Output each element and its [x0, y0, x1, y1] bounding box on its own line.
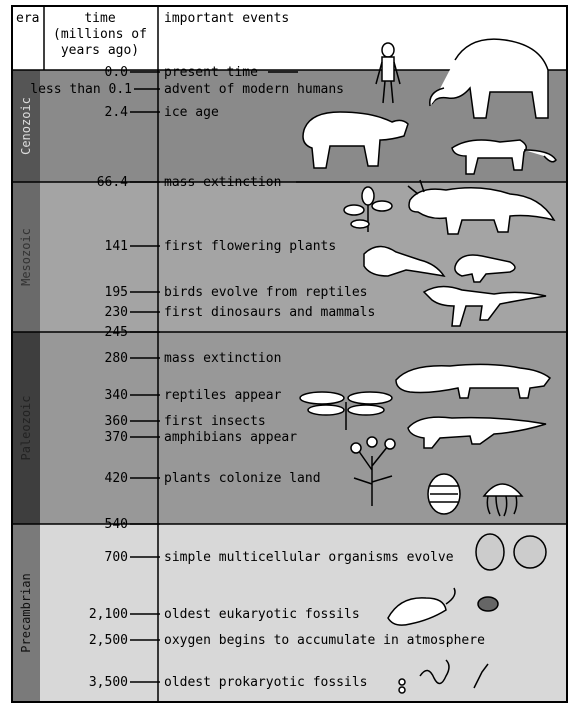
event-label: oldest prokaryotic fossils	[164, 675, 368, 690]
time-label: 700	[105, 550, 128, 565]
flowering-plant	[343, 186, 393, 232]
event-label: mass extinction	[164, 175, 281, 190]
event-label: oxygen begins to accumulate in atmospher…	[164, 633, 485, 648]
paleozoic-strip	[12, 332, 40, 524]
event-label: mass extinction	[164, 351, 281, 366]
time-label: 66.4	[97, 175, 128, 190]
time-label: 360	[105, 414, 128, 429]
event-label: first insects	[164, 414, 266, 429]
land-plant	[350, 436, 396, 506]
time-label: 2,500	[89, 633, 128, 648]
time-label: 280	[105, 351, 128, 366]
mammal-like-reptile	[395, 363, 552, 399]
event-label: first dinosaurs and mammals	[164, 305, 375, 320]
header-time-line-3: years ago)	[61, 43, 139, 58]
time-label: 195	[105, 285, 128, 300]
mammoth	[429, 38, 549, 119]
event-label: present time	[164, 65, 258, 80]
eukaryotic-cells	[387, 587, 499, 626]
cenozoic-strip	[12, 70, 40, 182]
header-era: era	[16, 11, 39, 26]
event-label: birds evolve from reptiles	[164, 285, 368, 300]
time-label: 370	[105, 430, 128, 445]
multicellular-spheres	[475, 533, 547, 571]
prokaryotic-cells	[398, 659, 489, 694]
event-label: plants colonize land	[164, 471, 321, 486]
human-figure	[375, 42, 401, 104]
time-label: 0.0	[105, 65, 128, 80]
event-label: oldest eukaryotic fossils	[164, 607, 360, 622]
time-label: 230	[105, 305, 128, 320]
header-time-line-1: time	[84, 11, 115, 26]
boundary-label: 245	[105, 325, 128, 340]
event-label: reptiles appear	[164, 388, 282, 403]
trilobite	[427, 473, 461, 515]
time-label: 3,500	[89, 675, 128, 690]
time-label: less than 0.1	[30, 82, 132, 97]
time-label: 141	[105, 239, 128, 254]
precambrian-strip	[12, 524, 40, 702]
event-label: ice age	[164, 105, 219, 120]
event-label: amphibians appear	[164, 430, 297, 445]
amphibian	[407, 416, 547, 449]
triceratops	[407, 179, 556, 235]
header-events: important events	[164, 11, 289, 26]
small-mammal	[454, 254, 516, 283]
header-time-line-2: (millions of	[53, 27, 147, 42]
event-label: advent of modern humans	[164, 82, 344, 97]
time-label: 420	[105, 471, 128, 486]
era-label-precambrian: Precambrian	[19, 573, 33, 652]
rhinoceros-like-mammal	[302, 111, 409, 169]
dragonfly	[299, 391, 393, 430]
event-label: first flowering plants	[164, 239, 336, 254]
era-label-paleozoic: Paleozoic	[19, 395, 33, 460]
precambrian-band	[12, 524, 567, 702]
boundary-label: 540	[105, 517, 128, 532]
primitive-bird	[363, 245, 446, 278]
theropod-dinosaur	[422, 285, 547, 327]
time-label: 340	[105, 388, 128, 403]
mesozoic-strip	[12, 182, 40, 332]
time-label: 2.4	[105, 105, 129, 120]
era-label-cenozoic: Cenozoic	[19, 97, 33, 155]
era-label-mesozoic: Mesozoic	[19, 228, 33, 286]
jellyfish	[482, 483, 524, 517]
saber-toothed-cat	[451, 139, 557, 175]
event-label: simple multicellular organisms evolve	[164, 550, 454, 565]
time-label: 2,100	[89, 607, 128, 622]
